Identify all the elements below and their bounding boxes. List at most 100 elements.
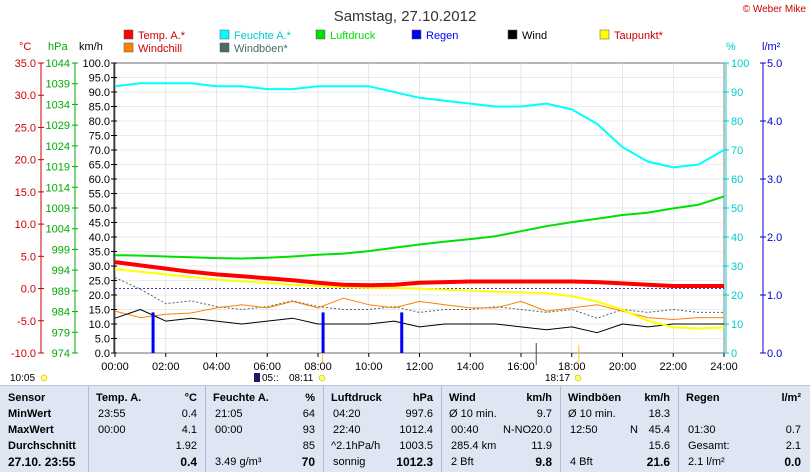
legend-swatch bbox=[315, 29, 326, 40]
wind-tick-label: 75.0 bbox=[89, 131, 110, 143]
legend-swatch bbox=[507, 29, 518, 40]
legend-swatch bbox=[599, 29, 610, 40]
luftdruck-max-time: 22:40 bbox=[333, 424, 361, 436]
wind-beaufort: 2 Bft bbox=[451, 456, 474, 468]
temp-unit: °C bbox=[184, 392, 197, 404]
boeen-header: Windböen bbox=[568, 392, 622, 404]
humidity-tick-label: 40 bbox=[731, 232, 743, 244]
humidity-tick-label: 30 bbox=[731, 261, 743, 273]
feuchte-max-value: 93 bbox=[302, 424, 315, 436]
temp-current-value: 0.4 bbox=[180, 455, 197, 469]
humidity-tick-label: 50 bbox=[731, 203, 743, 215]
temp-max-time: 00:00 bbox=[98, 424, 126, 436]
temp-tick-label: 5.0 bbox=[21, 251, 36, 263]
temp-tick-label: 30.0 bbox=[15, 90, 36, 102]
wind-speed-axis: 100.0 95.0 90.0 85.0 80.0 75.0 70.0 65.0 60.0 55.… bbox=[82, 58, 117, 360]
legend-swatch bbox=[219, 42, 230, 53]
regen-amount: 2.1 l/m² bbox=[688, 456, 725, 468]
x-tick-label: 12:00 bbox=[406, 361, 434, 373]
feuchte-min-value: 64 bbox=[302, 408, 315, 420]
humidity-tick-label: 70 bbox=[731, 145, 743, 157]
wind-unit: km/h bbox=[526, 392, 552, 404]
regen-header: Regen bbox=[686, 392, 720, 404]
daylength-label: 10:05 bbox=[10, 373, 35, 384]
temp-unit-label: °C bbox=[19, 41, 31, 53]
pressure-tick-label: 999 bbox=[52, 244, 70, 256]
legend-label: Regen bbox=[426, 30, 458, 42]
wind-tick-label: 10.0 bbox=[89, 319, 110, 331]
chart-title: Samstag, 27.10.2012 bbox=[334, 8, 477, 25]
pressure-unit-label: hPa bbox=[48, 41, 68, 53]
temp-tick-label: -5.0 bbox=[17, 316, 36, 328]
luftdruck-max-value: 1012.4 bbox=[399, 424, 433, 436]
wind-tick-label: 90.0 bbox=[89, 87, 110, 99]
humidity-tick-label: 60 bbox=[731, 174, 743, 186]
grid-lines bbox=[114, 62, 725, 365]
weather-chart: Samstag, 27.10.2012 © Weber Mike Temp. A… bbox=[10, 4, 806, 384]
temp-header: Temp. A. bbox=[96, 392, 142, 404]
pressure-tick-label: 1029 bbox=[46, 120, 70, 132]
series-line-feuchte-a bbox=[114, 82, 725, 169]
regen-unit: l/m² bbox=[781, 392, 801, 404]
regen-max-value: 0.7 bbox=[785, 424, 801, 436]
boeen-avg-value: 15.6 bbox=[648, 440, 670, 452]
series-line-taupunkt bbox=[114, 268, 725, 330]
feuchte-min-time: 21:05 bbox=[215, 408, 243, 420]
boeen-column: Windböen km/h Ø 10 min. 18.3 12:50 N 45.4 15… bbox=[560, 386, 679, 472]
rain-unit-label: l/m² bbox=[762, 41, 781, 53]
temp-min-time: 23:55 bbox=[98, 408, 126, 420]
x-tick-label: 24:00 bbox=[710, 361, 738, 373]
pressure-tick-label: 984 bbox=[52, 307, 70, 319]
temp-tick-label: 10.0 bbox=[15, 219, 36, 231]
series-line-wind bbox=[114, 309, 724, 334]
pressure-tick-label: 994 bbox=[52, 265, 70, 277]
feuchte-avg-value: 85 bbox=[302, 440, 315, 452]
temp-tick-label: -10.0 bbox=[11, 348, 36, 360]
wind-tick-label: 65.0 bbox=[89, 160, 110, 172]
series-line-luftdruck bbox=[114, 195, 725, 260]
boeen-avg10-value: 18.3 bbox=[648, 408, 670, 420]
pressure-tick-label: 1044 bbox=[46, 58, 70, 70]
time-axis: 00:00 02:00 04:00 06:00 08:00 10:00 12:00 14:00… bbox=[101, 353, 738, 373]
x-tick-label: 20:00 bbox=[609, 361, 637, 373]
humidity-tick-label: 0 bbox=[731, 348, 737, 360]
temp-axis: 35.0 30.0 25.0 20.0 15.0 10.0 5.0 0.0 -5.0 -10.0 bbox=[11, 58, 44, 360]
boeen-current-value: 21.6 bbox=[646, 455, 670, 469]
wind-tick-label: 70.0 bbox=[89, 145, 110, 157]
wind-tick-label: 80.0 bbox=[89, 116, 110, 128]
stats-table: Sensor MinWert MaxWert Durchschnitt 27.1… bbox=[0, 385, 810, 472]
legend-swatch bbox=[219, 29, 230, 40]
pressure-tick-label: 1009 bbox=[46, 203, 70, 215]
wind-tick-label: 20.0 bbox=[89, 290, 110, 302]
luftdruck-current-value: 1012.3 bbox=[396, 455, 433, 469]
wind-tick-label: 95.0 bbox=[89, 73, 110, 85]
humidity-tick-label: 100 bbox=[731, 58, 749, 70]
regen-total-label: Gesamt: bbox=[688, 440, 730, 452]
feuchte-unit: % bbox=[305, 392, 315, 404]
wind-current-value: 9.8 bbox=[535, 455, 552, 469]
boeen-unit: km/h bbox=[644, 392, 670, 404]
minwert-label: MinWert bbox=[8, 408, 52, 420]
boeen-max-direction: N bbox=[630, 424, 638, 436]
wind-tick-label: 5.0 bbox=[95, 334, 110, 346]
boeen-max-value: 45.4 bbox=[648, 424, 670, 436]
pressure-tick-label: 1039 bbox=[46, 79, 70, 91]
temp-tick-label: 25.0 bbox=[15, 122, 36, 134]
luftdruck-unit: hPa bbox=[412, 392, 433, 404]
regen-total-value: 2.1 bbox=[785, 440, 801, 452]
luftdruck-column: Luftdruck hPa 04:20 997.6 22:40 1012.4 ^2.1… bbox=[323, 386, 442, 472]
rain-axis: 5.0 4.0 3.0 2.0 1.0 0.0 bbox=[760, 58, 782, 360]
legend-label: Feuchte A.* bbox=[234, 30, 292, 42]
legend-label: Taupunkt* bbox=[614, 30, 664, 42]
wind-distance: 285.4 km bbox=[451, 440, 497, 452]
moonrise-time: 05:: bbox=[262, 373, 279, 384]
chart-legend: Temp. A.* Feuchte A.* Luftdruck Regen Wind Ta… bbox=[123, 29, 664, 55]
legend-swatch bbox=[411, 29, 422, 40]
temp-tick-label: 35.0 bbox=[15, 58, 36, 70]
pressure-tick-label: 1014 bbox=[46, 182, 70, 194]
legend-label: Wind bbox=[522, 30, 547, 42]
humidity-tick-label: 90 bbox=[731, 87, 743, 99]
wind-max-value: 20.0 bbox=[530, 424, 552, 436]
wind-tick-label: 35.0 bbox=[89, 247, 110, 259]
